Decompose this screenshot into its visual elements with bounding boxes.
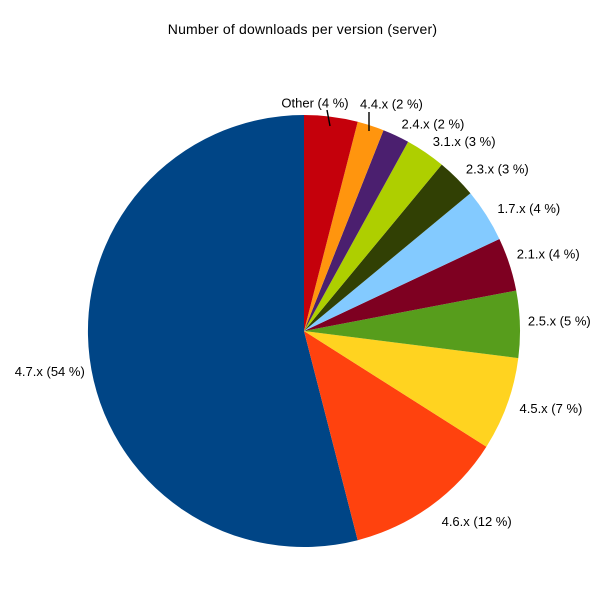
pie-slice-4-5-x xyxy=(304,331,519,447)
pie-slice-4-6-x xyxy=(304,331,487,541)
pie-slice-4-7-x xyxy=(87,114,358,547)
leader-line-other xyxy=(326,109,331,127)
slice-label-1-7-x: 1.7.x (4 %) xyxy=(497,201,560,216)
slice-label-2-4-x: 2.4.x (2 %) xyxy=(402,116,465,131)
slice-label-3-1-x: 3.1.x (3 %) xyxy=(433,134,496,149)
pie-slice-2-3-x xyxy=(304,164,471,331)
slice-label-4-6-x: 4.6.x (12 %) xyxy=(442,514,512,529)
slice-label-4-5-x: 4.5.x (7 %) xyxy=(520,401,583,416)
slice-label-4-7-x: 4.7.x (54 %) xyxy=(15,364,85,379)
pie-slice-other xyxy=(304,115,358,331)
slice-label-2-3-x: 2.3.x (3 %) xyxy=(466,162,529,177)
slice-label-2-1-x: 2.1.x (4 %) xyxy=(517,247,580,262)
pie-slice-2-4-x xyxy=(304,130,409,331)
pie-slice-1-7-x xyxy=(304,193,500,331)
chart-title: Number of downloads per version (server) xyxy=(167,21,438,37)
slice-label-2-5-x: 2.5.x (5 %) xyxy=(528,313,591,328)
pie-slice-2-1-x xyxy=(304,239,517,331)
slice-label-4-4-x: 4.4.x (2 %) xyxy=(360,97,423,112)
slice-label-other: Other (4 %) xyxy=(281,96,348,111)
pie-slice-4-4-x xyxy=(304,121,384,331)
pie-slice-3-1-x xyxy=(304,141,442,331)
pie-slice-2-5-x xyxy=(304,290,521,359)
